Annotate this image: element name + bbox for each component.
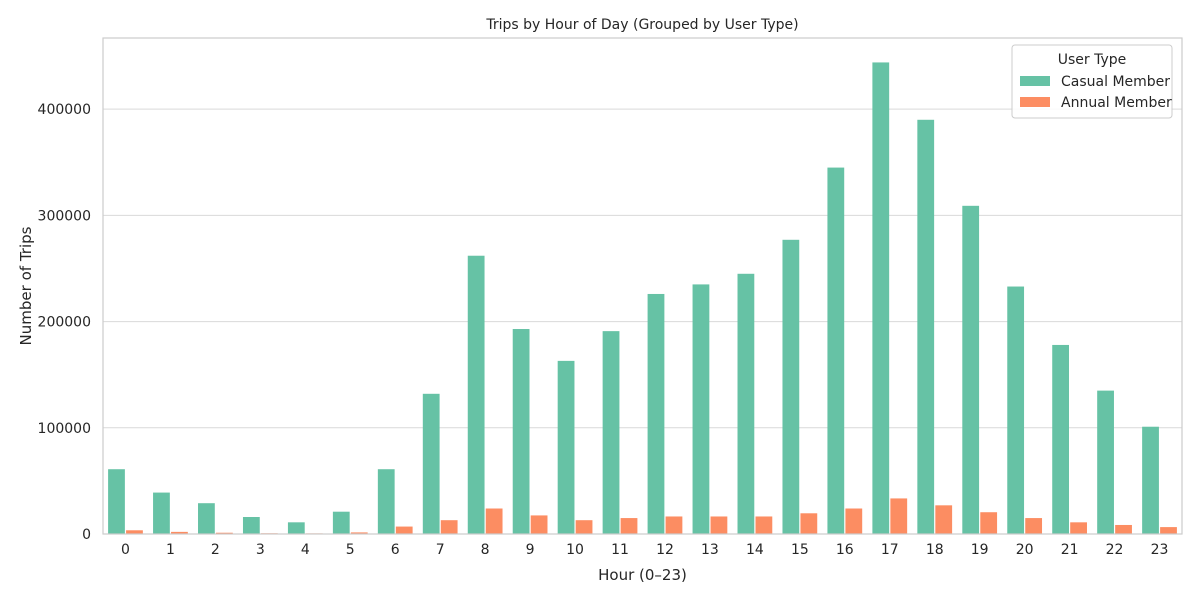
bar-casual-member — [467, 255, 485, 534]
bar-annual-member — [665, 516, 683, 534]
bar-annual-member — [1115, 524, 1132, 534]
bar-casual-member — [512, 329, 530, 534]
bar-casual-member — [917, 119, 935, 534]
bar-casual-member — [827, 167, 845, 534]
bar-annual-member — [845, 508, 863, 534]
bar-casual-member — [557, 360, 575, 534]
bar-casual-member — [287, 522, 305, 534]
bar-annual-member — [126, 530, 143, 534]
bar-casual-member — [108, 469, 125, 534]
x-tick-label: 17 — [881, 542, 899, 558]
bar-annual-member — [215, 532, 233, 534]
bar-annual-member — [1025, 518, 1043, 534]
bar-annual-member — [350, 532, 368, 534]
bar-casual-member — [153, 492, 170, 534]
bar-casual-member — [1007, 286, 1025, 534]
x-tick-label: 15 — [791, 542, 809, 558]
x-tick-label: 6 — [391, 542, 400, 558]
x-axis-label: Hour (0–23) — [598, 566, 687, 584]
bar-annual-member — [980, 512, 998, 534]
bar-casual-member — [872, 62, 890, 535]
plot-frame — [102, 37, 1183, 535]
bar-annual-member — [800, 513, 818, 534]
x-tick-label: 21 — [1061, 542, 1079, 558]
x-tick-label: 23 — [1151, 542, 1169, 558]
x-tick-label: 18 — [926, 542, 944, 558]
x-tick-label: 5 — [346, 542, 355, 558]
x-tick-label: 14 — [746, 542, 764, 558]
x-tick-label: 9 — [526, 542, 535, 558]
legend-swatch — [1020, 97, 1050, 107]
x-tick-label: 2 — [211, 542, 220, 558]
legend-title: User Type — [1058, 52, 1127, 68]
bar-casual-member — [647, 293, 665, 534]
legend-swatch — [1020, 76, 1050, 86]
bar-casual-member — [692, 284, 710, 534]
chart-title: Trips by Hour of Day (Grouped by User Ty… — [485, 17, 798, 33]
x-tick-label: 13 — [701, 542, 719, 558]
bar-annual-member — [1070, 522, 1087, 534]
bar-casual-member — [377, 469, 395, 534]
legend-items: Casual Member Annual Member — [1020, 74, 1172, 111]
bar-casual-member — [1052, 344, 1070, 534]
x-tick-label: 1 — [166, 542, 175, 558]
legend-label: Annual Member — [1061, 95, 1172, 111]
x-tick-label: 8 — [481, 542, 490, 558]
bar-casual-member — [962, 205, 980, 534]
x-tick-label: 11 — [611, 542, 629, 558]
x-tick-label: 7 — [436, 542, 445, 558]
bars-layer — [108, 62, 1177, 535]
y-axis-label: Number of Trips — [17, 226, 35, 345]
bar-annual-member — [755, 516, 773, 534]
bar-casual-member — [422, 393, 440, 534]
x-tick-label: 3 — [256, 542, 265, 558]
x-tick-label: 22 — [1106, 542, 1124, 558]
bar-annual-member — [890, 498, 908, 534]
x-tick-label: 4 — [301, 542, 310, 558]
bar-annual-member — [530, 515, 548, 534]
bar-annual-member — [171, 531, 188, 534]
y-tick-label: 100000 — [38, 421, 91, 437]
y-tick-label: 400000 — [38, 102, 91, 118]
legend: User Type Casual Member Annual Member — [1011, 44, 1173, 119]
bar-casual-member — [1142, 426, 1159, 534]
grid-layer — [103, 108, 1182, 429]
bar-annual-member — [1160, 527, 1177, 534]
bar-annual-member — [575, 520, 593, 534]
bar-casual-member — [332, 511, 350, 534]
bar-annual-member — [710, 516, 728, 534]
x-tick-label: 10 — [566, 542, 584, 558]
legend-box — [1011, 44, 1173, 119]
bar-annual-member — [440, 520, 458, 534]
bar-casual-member — [1097, 390, 1114, 534]
bar-annual-member — [935, 505, 953, 534]
x-tick-label: 20 — [1016, 542, 1034, 558]
bar-casual-member — [782, 239, 800, 535]
y-tick-label: 200000 — [38, 315, 91, 331]
bar-casual-member — [198, 503, 215, 534]
x-tick-label: 0 — [121, 542, 130, 558]
y-tick-label: 0 — [82, 527, 91, 543]
x-tick-label: 16 — [836, 542, 854, 558]
bar-casual-member — [602, 331, 620, 534]
bar-annual-member — [395, 526, 413, 534]
bar-annual-member — [620, 518, 638, 534]
legend-label: Casual Member — [1061, 74, 1170, 90]
bar-casual-member — [737, 273, 755, 534]
x-tick-label: 12 — [656, 542, 674, 558]
bar-casual-member — [242, 517, 260, 534]
y-tick-label: 300000 — [38, 208, 91, 224]
x-tick-label: 19 — [971, 542, 989, 558]
bar-annual-member — [485, 508, 503, 534]
